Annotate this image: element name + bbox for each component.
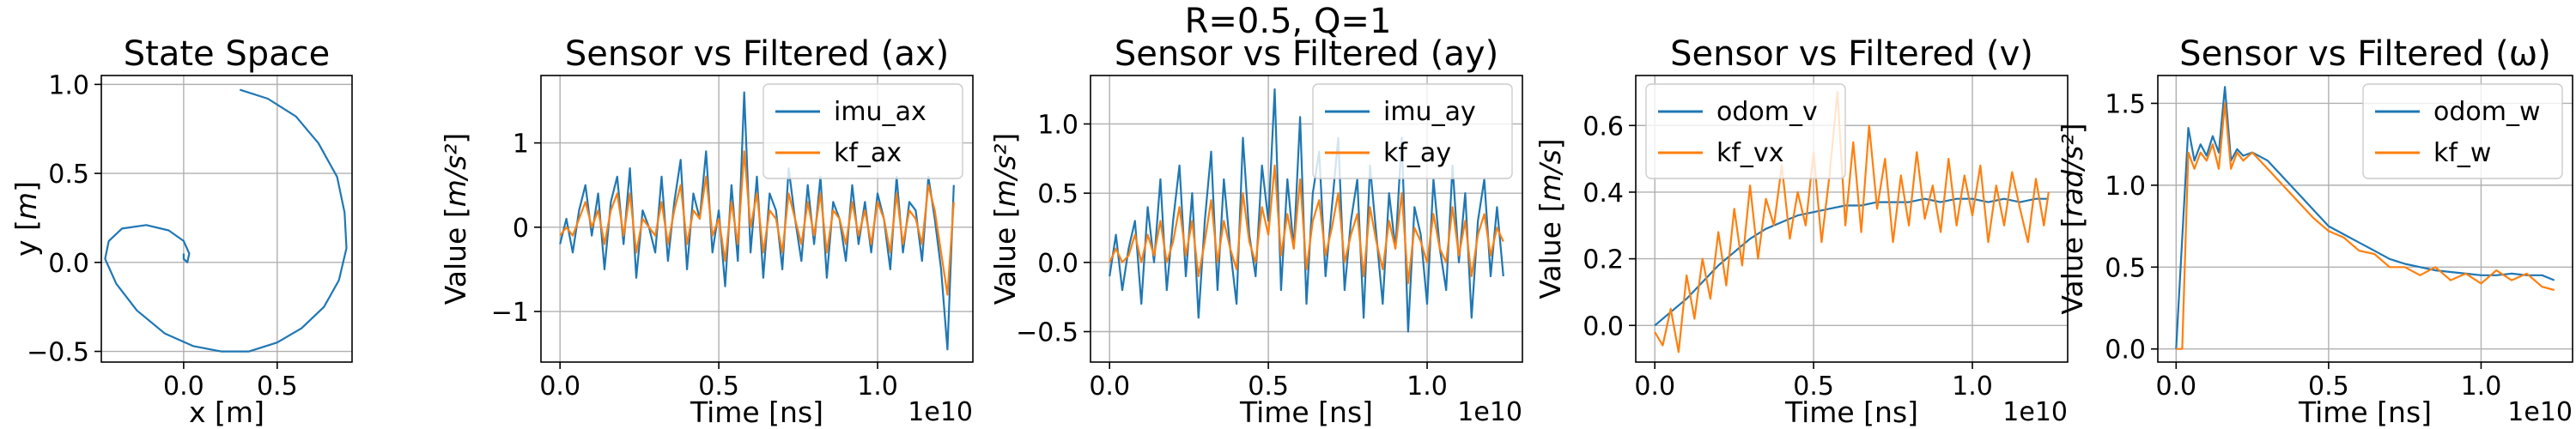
- series-line-imu-ay: [1109, 88, 1504, 333]
- legend-box: [1645, 83, 1846, 179]
- x-offset-label: 1e10: [908, 397, 973, 427]
- legend-box: [1312, 83, 1513, 179]
- y-tick-label: 1.5: [2105, 89, 2146, 119]
- x-axis-label: Time [ns]: [690, 396, 823, 429]
- y-tick-label: −0.5: [27, 338, 89, 368]
- x-axis-label: Time [ns]: [1784, 396, 1918, 429]
- y-axis-label: y [m]: [9, 181, 43, 257]
- series-line-odom-v: [1654, 197, 2049, 327]
- legend-entry-kf-w: kf_w: [2433, 138, 2491, 168]
- x-tick-label: 1.0: [1406, 372, 1448, 402]
- x-tick-label: 0.5: [2308, 372, 2349, 402]
- subplot-2: 0.0 0.5 1.0 −1 0 1 Sensor vs Filtered (ax) Time…: [439, 34, 974, 429]
- y-tick-label: 0.0: [1037, 249, 1078, 279]
- axes-frame: [1635, 75, 2069, 363]
- x-tick-label: 1.0: [1952, 372, 1993, 402]
- axes-frame: [100, 75, 353, 363]
- legend-box: [2362, 83, 2563, 179]
- subplot-title: Sensor vs Filtered (ay): [1115, 34, 1498, 74]
- series-line-kf-vx: [1654, 91, 2050, 353]
- x-tick-label: 0.5: [698, 372, 739, 402]
- y-axis-label: Value [m/s]: [1534, 138, 1567, 299]
- x-offset-label: 1e10: [2507, 397, 2573, 427]
- y-tick-label: 1: [513, 130, 529, 160]
- y-tick-label: 0.5: [1037, 179, 1078, 209]
- axes-frame: [1090, 75, 1523, 363]
- y-tick-label: 1.0: [1037, 110, 1078, 140]
- legend-entry-kf-ax: kf_ax: [834, 138, 902, 168]
- x-tick-label: 0.0: [539, 372, 580, 402]
- legend-entry-imu-ay: imu_ay: [1383, 97, 1476, 127]
- y-tick-label: 0.5: [2105, 253, 2146, 283]
- y-axis-label: Value [rad/s²]: [2056, 123, 2089, 314]
- legend-entry-imu-ax: imu_ax: [834, 97, 927, 127]
- x-axis-label: Time [ns]: [2298, 396, 2432, 429]
- subplot-title: Sensor vs Filtered (v): [1670, 34, 2033, 74]
- x-tick-label: 1.0: [2461, 372, 2502, 402]
- x-tick-label: 0.0: [1089, 372, 1130, 402]
- x-tick-label: 0.5: [1793, 372, 1834, 402]
- x-axis-label: Time [ns]: [1239, 396, 1373, 429]
- legend: imu_ax kf_ax: [762, 83, 963, 179]
- series-line-odom-w: [2175, 86, 2555, 349]
- y-tick-label: 0.4: [1583, 178, 1624, 208]
- legend-entry-odom-w: odom_w: [2433, 97, 2541, 127]
- subplot-3: 0.0 0.5 1.0 −0.5 0.0 0.5 1.0 Sensor vs Filtered…: [988, 34, 1523, 429]
- legend-entry-odom-v: odom_v: [1716, 97, 1818, 127]
- subplot-title: Sensor vs Filtered (ax): [565, 34, 949, 74]
- x-tick-label: 1.0: [857, 372, 898, 402]
- x-offset-label: 1e10: [1457, 397, 1522, 427]
- x-offset-label: 1e10: [2002, 397, 2068, 427]
- legend-box: [762, 83, 963, 179]
- y-tick-label: −1: [491, 298, 529, 328]
- x-tick-label: 0.0: [1634, 372, 1675, 402]
- y-axis-label: Value [m/s²]: [439, 133, 472, 305]
- y-tick-label: 0.0: [1583, 311, 1624, 341]
- axes-frame: [540, 75, 974, 363]
- x-tick-label: 0.0: [2155, 372, 2196, 402]
- x-tick-label: 0.5: [1248, 372, 1289, 402]
- x-tick-label: 0.5: [257, 372, 298, 402]
- legend: odom_w kf_w: [2362, 83, 2563, 179]
- subplot-title: State Space: [124, 34, 331, 74]
- legend-entry-kf-ay: kf_ay: [1383, 138, 1451, 168]
- y-tick-label: 0.2: [1583, 245, 1624, 275]
- series-line-trajectory: [104, 88, 348, 353]
- y-axis-label: Value [m/s²]: [988, 133, 1022, 305]
- series-line-kf-ax: [559, 150, 955, 296]
- x-axis-label: x [m]: [189, 396, 264, 429]
- legend: odom_v kf_vx: [1645, 83, 1846, 179]
- series-line-kf-ay: [1109, 164, 1504, 285]
- subplot-title: Sensor vs Filtered (ω): [2179, 34, 2551, 74]
- y-tick-label: 1.0: [2105, 172, 2146, 202]
- axes-frame: [2157, 75, 2573, 363]
- y-tick-label: 0.0: [2105, 335, 2146, 366]
- y-tick-label: 0.5: [48, 160, 89, 190]
- legend-entry-kf-vx: kf_vx: [1716, 138, 1783, 168]
- subplot-4: 0.0 0.5 1.0 0.0 0.2 0.4 0.6 Sensor vs Filtered …: [1534, 34, 2069, 429]
- legend: imu_ay kf_ay: [1312, 83, 1513, 179]
- figure-suptitle: R=0.5, Q=1: [1185, 2, 1392, 41]
- subplot-1: 0.0 0.5 −0.5 0.0 0.5 1.0 State Space x [m] y [m]: [9, 34, 353, 429]
- y-tick-label: 1.0: [48, 70, 89, 100]
- y-tick-label: 0.6: [1583, 112, 1624, 142]
- y-tick-label: 0: [513, 214, 529, 244]
- y-tick-label: 0.0: [48, 249, 89, 279]
- series-line-kf-w: [2176, 102, 2555, 350]
- x-tick-label: 0.0: [163, 372, 204, 402]
- subplot-5: 0.0 0.5 1.0 0.0 0.5 1.0 1.5 Sensor vs Filtered …: [2056, 34, 2573, 429]
- y-tick-label: −0.5: [1016, 318, 1078, 348]
